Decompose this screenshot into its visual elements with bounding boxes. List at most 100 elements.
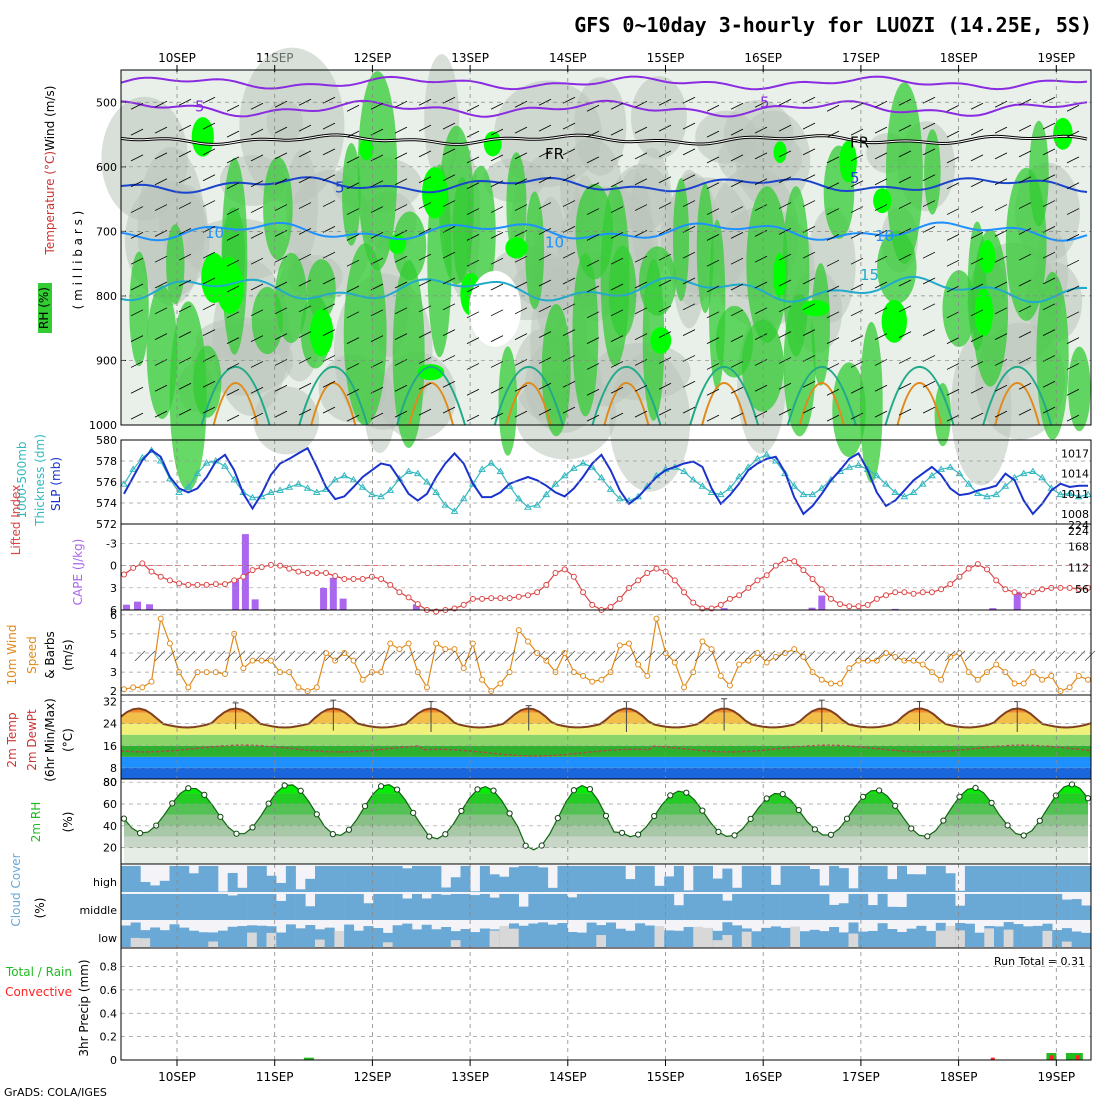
rh-green-column <box>129 251 149 367</box>
wind-barb <box>754 307 768 315</box>
cloud-bar <box>586 866 597 892</box>
lifted-index-point <box>690 599 697 606</box>
cloud-bar <box>635 923 646 947</box>
lifted-index-point <box>1075 586 1082 593</box>
isotherm-tongue <box>689 365 760 426</box>
y-tick-label: 600 <box>96 161 117 174</box>
y-axis-label-temp-2: 2m DewPt <box>25 709 39 771</box>
cloud-bar <box>858 894 869 920</box>
wind-barb <box>322 303 336 311</box>
cloud-bar <box>625 930 636 947</box>
wind-speed-point <box>359 676 366 683</box>
wind-barb <box>466 337 480 344</box>
wind-barb <box>442 251 456 259</box>
rh-green-column <box>393 211 427 281</box>
cloud-bar <box>237 887 248 892</box>
wind-barb <box>658 150 672 158</box>
wind-barb <box>970 102 984 110</box>
wind-barb <box>754 255 768 263</box>
cloud-bar <box>392 866 403 892</box>
cloud-bar <box>305 925 316 947</box>
rh-point <box>1052 792 1059 799</box>
cloud-bar <box>208 866 219 892</box>
wind-barb <box>1018 408 1032 416</box>
thickness-point <box>331 475 340 483</box>
wind-speed-point <box>644 672 651 679</box>
wind-barb <box>298 382 312 390</box>
chart-footer: GrADS: COLA/IGES <box>4 1086 107 1099</box>
date-label-bottom: 16SEP <box>744 1070 782 1084</box>
wind-barb <box>970 154 984 162</box>
wind-barb <box>1018 124 1032 132</box>
cloud-bar <box>606 866 616 892</box>
wind-barb <box>826 337 840 344</box>
cloud-bar <box>615 866 626 892</box>
wind-barb <box>706 311 720 319</box>
warm-isotherm-tongue <box>212 382 259 426</box>
thickness-point <box>184 483 193 490</box>
cloud-bar <box>460 894 471 920</box>
wind-barb <box>418 150 432 158</box>
wind-barb <box>1066 285 1080 293</box>
thickness-point <box>202 459 211 466</box>
wind-barb <box>730 412 744 420</box>
wind-barb <box>564 650 576 662</box>
cloud-bar <box>1052 930 1063 947</box>
wind-barb <box>466 363 480 370</box>
low-cloud-bar <box>945 925 956 948</box>
lifted-index-point <box>249 567 256 574</box>
thickness-point <box>193 469 202 477</box>
lifted-index-point <box>928 589 935 596</box>
cloud-bar <box>703 894 713 920</box>
wind-barb <box>706 337 720 344</box>
temp-band <box>121 767 1091 779</box>
wind-barb <box>724 650 736 662</box>
cloud-bar <box>867 905 878 920</box>
wind-barb <box>802 406 816 414</box>
wind-barb <box>226 414 240 422</box>
cloud-bar <box>829 927 840 947</box>
wind-speed-point <box>625 640 632 647</box>
warm-isotherm-tongue <box>505 382 552 426</box>
wind-barb <box>370 386 384 394</box>
wind-barb <box>1044 650 1056 662</box>
wind-barb <box>994 281 1008 289</box>
wind-speed-point <box>221 671 228 677</box>
cloud-bar <box>499 876 510 892</box>
rh-green-column <box>741 319 784 412</box>
cloud-bar <box>159 930 170 947</box>
wind-barb <box>944 650 956 662</box>
rh-point <box>602 812 610 819</box>
y-tick-label: 574 <box>96 497 117 510</box>
wind-barb <box>610 232 624 239</box>
low-cloud-bar <box>790 926 800 948</box>
thickness-point <box>478 465 486 472</box>
thickness-point <box>817 484 826 491</box>
wind-barb <box>538 124 552 132</box>
rh-green-column <box>357 71 398 271</box>
wind-barb <box>514 281 528 289</box>
wind-speed-point <box>295 684 302 691</box>
cloud-bar <box>509 894 519 920</box>
rh-green-column <box>746 186 788 343</box>
rh-point <box>1036 817 1043 824</box>
wind-barb <box>682 174 696 182</box>
date-label-top: 15SEP <box>647 51 685 65</box>
cloud-bar <box>528 894 539 920</box>
cloud-bar <box>887 929 898 947</box>
rh-dry-pocket <box>469 270 521 347</box>
cape-bar <box>808 607 816 610</box>
rh-green-column <box>392 260 425 448</box>
cape-bar <box>241 534 249 610</box>
wind-barb <box>504 650 516 662</box>
wind-barb <box>466 285 480 293</box>
isotherm-label: FR <box>545 145 564 163</box>
lifted-index-point <box>616 595 623 602</box>
cloud-bar <box>867 930 878 947</box>
cloud-bar <box>402 898 413 920</box>
wind-barb <box>250 180 264 188</box>
wind-barb <box>234 650 246 662</box>
cloud-bar <box>402 868 413 892</box>
wind-barb <box>322 174 336 182</box>
rh-point <box>795 806 802 814</box>
